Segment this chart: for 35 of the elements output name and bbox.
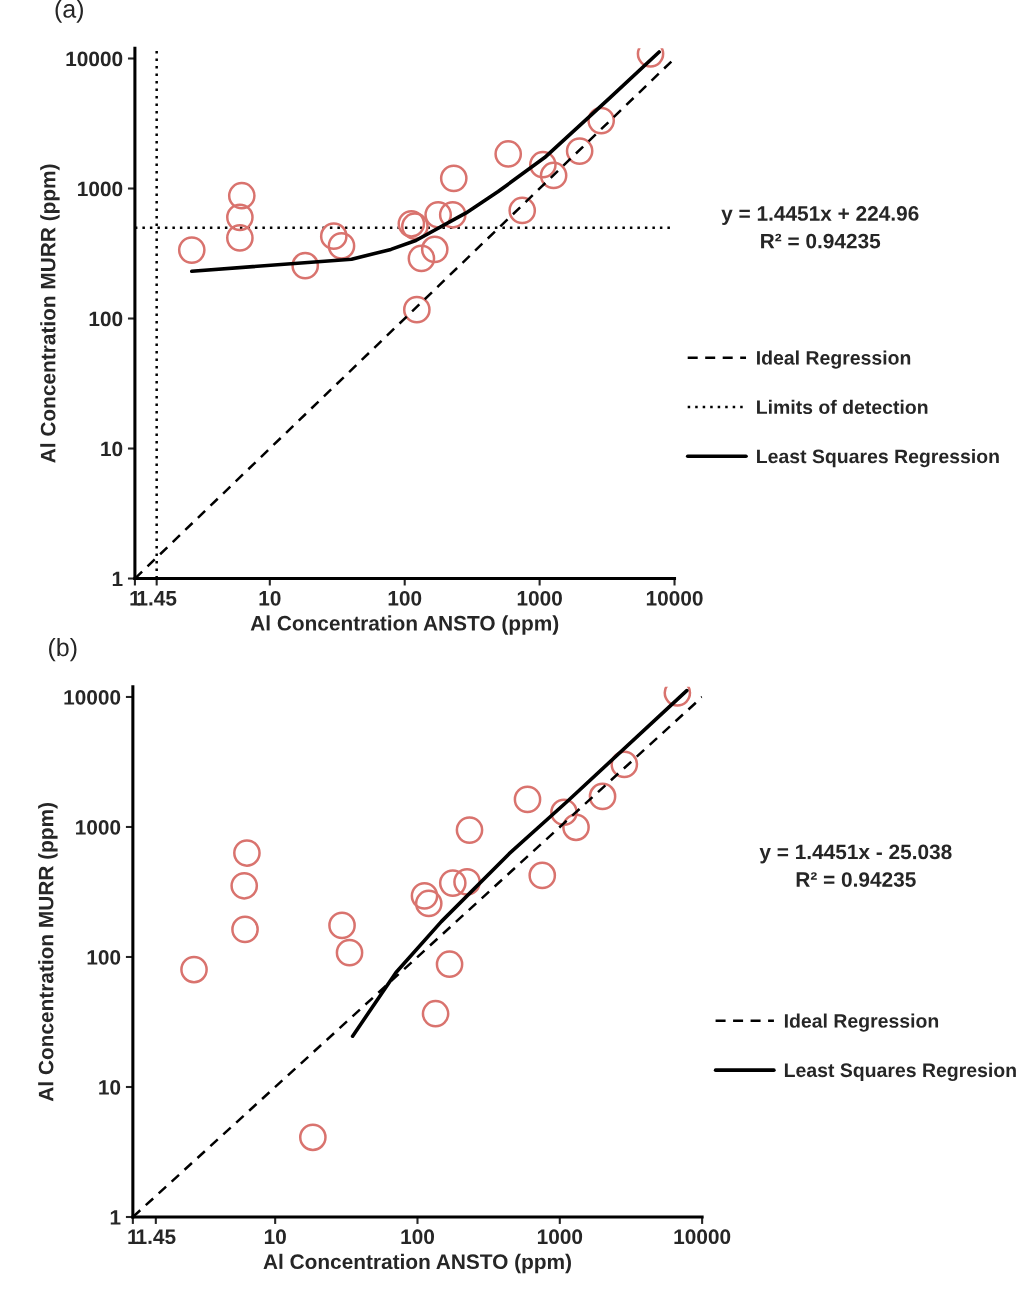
x-tick-label: 1000	[517, 590, 562, 606]
y-tick-label: 100	[87, 949, 121, 965]
x-tick-label: 10	[259, 590, 281, 606]
y-tick-label: 1000	[78, 181, 123, 197]
legend-label: Limits of detection	[757, 399, 928, 415]
x-tick-label: 10000	[674, 1229, 731, 1245]
x-tick-label: 1	[128, 1229, 139, 1244]
y-axis-title: Al Concentration MURR (ppm)	[40, 164, 60, 463]
x-tick-label: 100	[388, 590, 422, 606]
x-tick-label: 100	[401, 1229, 435, 1245]
y-tick-label: 1	[110, 1210, 121, 1225]
chart-title: (b)	[49, 637, 77, 662]
text: y = 1.4451x - 25.038	[759, 844, 952, 864]
x-axis-title: Al Concentration ANSTO (ppm)	[263, 1253, 571, 1274]
y-tick-label: 10	[99, 1080, 121, 1095]
chart-title: (a)	[55, 0, 83, 23]
y-axis-title: Al Concentration MURR (ppm)	[38, 803, 58, 1102]
text: y = 1.4451x + 224.96	[721, 206, 919, 225]
legend-label: Ideal Regression	[757, 350, 911, 369]
legend-label: Least Squares Regression	[757, 449, 999, 468]
x-tick-label: 10	[264, 1229, 286, 1245]
y-tick-label: 100	[89, 311, 123, 327]
x-tick-label: 1.45	[136, 1229, 176, 1245]
text: R² = 0.94235	[796, 872, 916, 887]
y-tick-label: 1	[112, 571, 123, 587]
y-tick-label: 1000	[76, 819, 121, 835]
x-axis-title: Al Concentration ANSTO (ppm)	[250, 615, 559, 635]
legend-label: Ideal Regression	[784, 1013, 939, 1032]
y-tick-label: 10	[101, 441, 123, 457]
y-tick-label: 10000	[64, 689, 121, 705]
x-tick-label: 1000	[537, 1229, 583, 1245]
x-tick-label: 10000	[646, 590, 703, 606]
y-tick-label: 10000	[66, 51, 123, 67]
text: R² = 0.94235	[761, 233, 881, 249]
legend-label: Least Squares Regresion	[784, 1062, 1016, 1082]
